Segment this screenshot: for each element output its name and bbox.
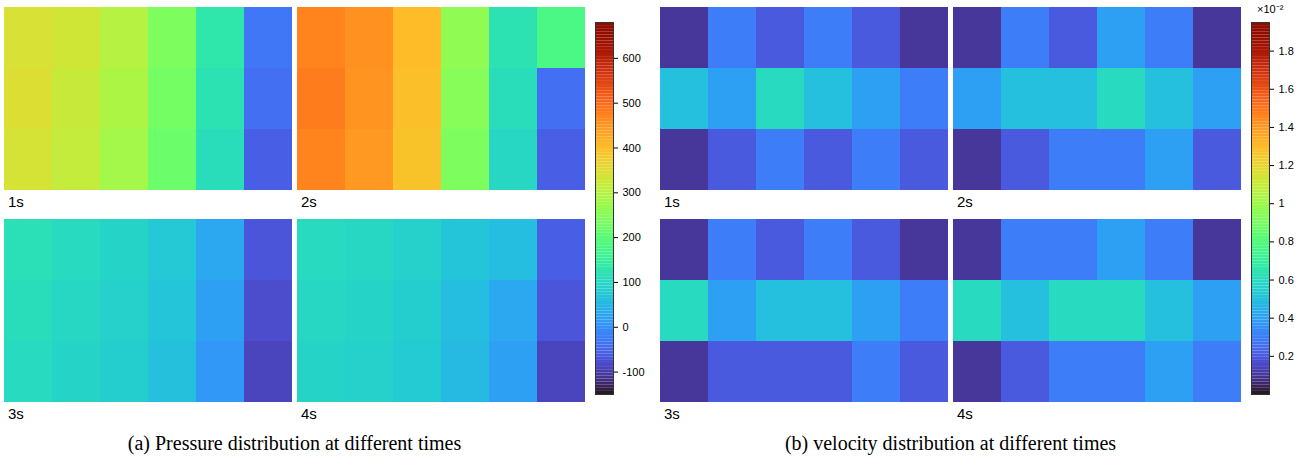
svg-text:400: 400 — [623, 142, 641, 154]
html-text:4s: 4s — [957, 405, 973, 422]
html-text:1s: 1s — [664, 193, 680, 210]
svg-text:0.2: 0.2 — [1279, 350, 1294, 362]
svg-text:1: 1 — [1279, 197, 1285, 209]
svg-text:1.4: 1.4 — [1279, 121, 1294, 133]
svg-text:500: 500 — [623, 97, 641, 109]
svg-text:1.6: 1.6 — [1279, 83, 1294, 95]
svg-text:0.4: 0.4 — [1279, 312, 1294, 324]
html-text:(b) velocity distribution at d: (b) velocity distribution at different t… — [784, 432, 1117, 454]
svg-text:100: 100 — [623, 276, 641, 288]
svg-text:1.8: 1.8 — [1279, 45, 1294, 57]
svg-text:-100: -100 — [623, 366, 645, 378]
html-text:1s: 1s — [8, 193, 24, 210]
svg-text:200: 200 — [623, 231, 641, 243]
html-text:3s: 3s — [8, 405, 24, 422]
svg-text:0.8: 0.8 — [1279, 235, 1294, 247]
html-text:2s: 2s — [957, 193, 973, 210]
html-text:(a) Pressure distribution at d: (a) Pressure distribution at different t… — [127, 432, 462, 454]
svg-text:1.2: 1.2 — [1279, 159, 1294, 171]
html-text:2s: 2s — [301, 193, 317, 210]
svg-text:300: 300 — [623, 186, 641, 198]
html-text:4s: 4s — [301, 405, 317, 422]
html-text:×10⁻²: ×10⁻² — [1257, 3, 1284, 15]
svg-text:0: 0 — [623, 321, 629, 333]
svg-text:600: 600 — [623, 52, 641, 64]
svg-text:0.6: 0.6 — [1279, 274, 1294, 286]
html-text:3s: 3s — [664, 405, 680, 422]
